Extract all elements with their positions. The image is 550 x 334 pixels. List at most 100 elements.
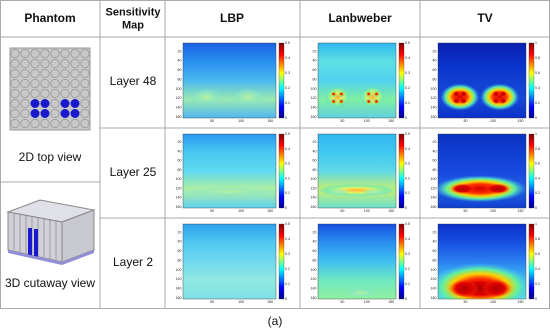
y-tick-label: 100 — [431, 87, 437, 91]
colorbar-tick-label: 0.4 — [405, 56, 410, 60]
y-tick-label: 160 — [431, 205, 437, 209]
header-cell: LBP — [220, 11, 244, 25]
y-tick-label: 160 — [176, 115, 182, 119]
x-tick-label: 150 — [267, 209, 273, 213]
colorbar-tick-label: 0.8 — [535, 147, 540, 151]
colorbar-tick-label: 0.1 — [405, 282, 410, 286]
phantom-top-view — [9, 47, 91, 131]
plot-frame — [182, 133, 277, 209]
x-tick-label: 50 — [340, 119, 344, 123]
heatmap: 20 40 60 80 100 120 140 160 50 100 150 1 0.8 0.6 0.4 0.… — [431, 132, 541, 213]
colorbar-tick-label: 0.2 — [535, 191, 540, 195]
x-tick-label: 150 — [518, 209, 524, 213]
y-tick-label: 20 — [178, 49, 182, 53]
y-tick-label: 60 — [433, 159, 437, 163]
y-tick-label: 140 — [431, 196, 437, 200]
y-tick-label: 20 — [313, 140, 317, 144]
y-tick-label: 40 — [178, 240, 182, 244]
heatmap-image — [438, 43, 526, 118]
x-tick-label: 100 — [364, 209, 370, 213]
colorbar-tick-label: 0.3 — [405, 71, 410, 75]
colorbar-tick-label: 0.3 — [285, 252, 290, 256]
y-tick-label: 60 — [433, 68, 437, 72]
plot-frame — [182, 223, 277, 300]
colorbar-tick-label: 0.4 — [535, 86, 540, 90]
y-tick-label: 100 — [431, 177, 437, 181]
colorbar-tick-label: 1 — [535, 132, 537, 136]
header-cell: Sensitivity Map — [105, 6, 161, 31]
y-tick-label: 140 — [431, 106, 437, 110]
y-tick-label: 40 — [178, 59, 182, 63]
heatmap-image — [318, 43, 396, 118]
heatmap: 20 40 60 80 100 120 140 160 50 100 150 0.5 0.4 0.3 0.2… — [176, 41, 291, 123]
x-tick-label: 50 — [464, 119, 468, 123]
y-tick-label: 40 — [433, 240, 437, 244]
y-tick-label: 140 — [311, 287, 317, 291]
y-tick-label: 140 — [176, 287, 182, 291]
colorbar-tick-label: 0.1 — [405, 101, 410, 105]
y-tick-label: 140 — [176, 196, 182, 200]
colorbar-tick-label: 1 — [535, 222, 537, 226]
x-tick-label: 50 — [340, 300, 344, 304]
y-tick-label: 20 — [433, 140, 437, 144]
heatmap-image — [438, 134, 526, 208]
colorbar — [278, 133, 285, 209]
y-tick-label: 80 — [313, 77, 317, 81]
x-tick-label: 150 — [518, 119, 524, 123]
heatmap: 20 40 60 80 100 120 140 160 50 100 150 1 0.8 0.6 0.4 0.… — [431, 222, 541, 304]
header-cell: Lanbweber — [328, 11, 392, 25]
heatmap: 20 40 60 80 100 120 140 160 50 100 150 1 0.8 0.6 0.4 0.… — [431, 41, 541, 123]
x-tick-label: 100 — [490, 300, 496, 304]
y-tick-label: 100 — [311, 87, 317, 91]
x-tick-label: 100 — [490, 119, 496, 123]
y-tick-label: 60 — [178, 249, 182, 253]
colorbar-tick-label: 0.5 — [285, 222, 290, 226]
colorbar-tick-label: 0 — [285, 116, 287, 120]
x-tick-label: 100 — [364, 300, 370, 304]
x-tick-label: 50 — [464, 300, 468, 304]
colorbar-tick-label: 0.3 — [285, 162, 290, 166]
y-tick-label: 60 — [178, 159, 182, 163]
colorbar-tick-label: 0.1 — [285, 282, 290, 286]
colorbar-tick-label: 0.4 — [285, 237, 290, 241]
y-tick-label: 100 — [176, 268, 182, 272]
heatmap-image — [183, 43, 276, 118]
heatmap: 20 40 60 80 100 120 140 160 50 100 150 0.5 0.4 0.3 0.2… — [311, 222, 411, 304]
header-cell: TV — [477, 11, 492, 25]
y-tick-label: 40 — [178, 149, 182, 153]
y-tick-label: 120 — [176, 277, 182, 281]
y-tick-label: 80 — [313, 258, 317, 262]
colorbar-tick-label: 0 — [285, 297, 287, 301]
plot-frame — [182, 42, 277, 119]
y-tick-label: 20 — [313, 230, 317, 234]
y-tick-label: 40 — [433, 59, 437, 63]
x-tick-label: 150 — [518, 300, 524, 304]
colorbar-tick-label: 0.4 — [285, 147, 290, 151]
y-tick-label: 80 — [313, 168, 317, 172]
y-tick-label: 160 — [176, 296, 182, 300]
plot-frame — [317, 133, 397, 209]
colorbar-tick-label: 0.6 — [535, 71, 540, 75]
y-tick-label: 100 — [311, 268, 317, 272]
y-tick-label: 160 — [431, 296, 437, 300]
y-tick-label: 20 — [313, 49, 317, 53]
plot-frame — [317, 42, 397, 119]
x-tick-label: 50 — [210, 209, 214, 213]
colorbar-tick-label: 0.3 — [405, 162, 410, 166]
y-tick-label: 160 — [311, 115, 317, 119]
y-tick-label: 40 — [313, 240, 317, 244]
colorbar — [398, 133, 405, 209]
y-tick-label: 100 — [311, 177, 317, 181]
x-tick-label: 50 — [340, 209, 344, 213]
colorbar — [398, 223, 405, 300]
x-tick-label: 150 — [388, 119, 394, 123]
row-label: Layer 25 — [110, 165, 157, 179]
colorbar-tick-label: 0.4 — [535, 176, 540, 180]
colorbar-tick-label: 0.1 — [405, 191, 410, 195]
colorbar-tick-label: 0 — [405, 206, 407, 210]
caption: (a) — [268, 314, 283, 328]
y-tick-label: 20 — [433, 49, 437, 53]
colorbar-tick-label: 0.5 — [405, 132, 410, 136]
y-tick-label: 100 — [431, 268, 437, 272]
y-tick-label: 80 — [433, 77, 437, 81]
